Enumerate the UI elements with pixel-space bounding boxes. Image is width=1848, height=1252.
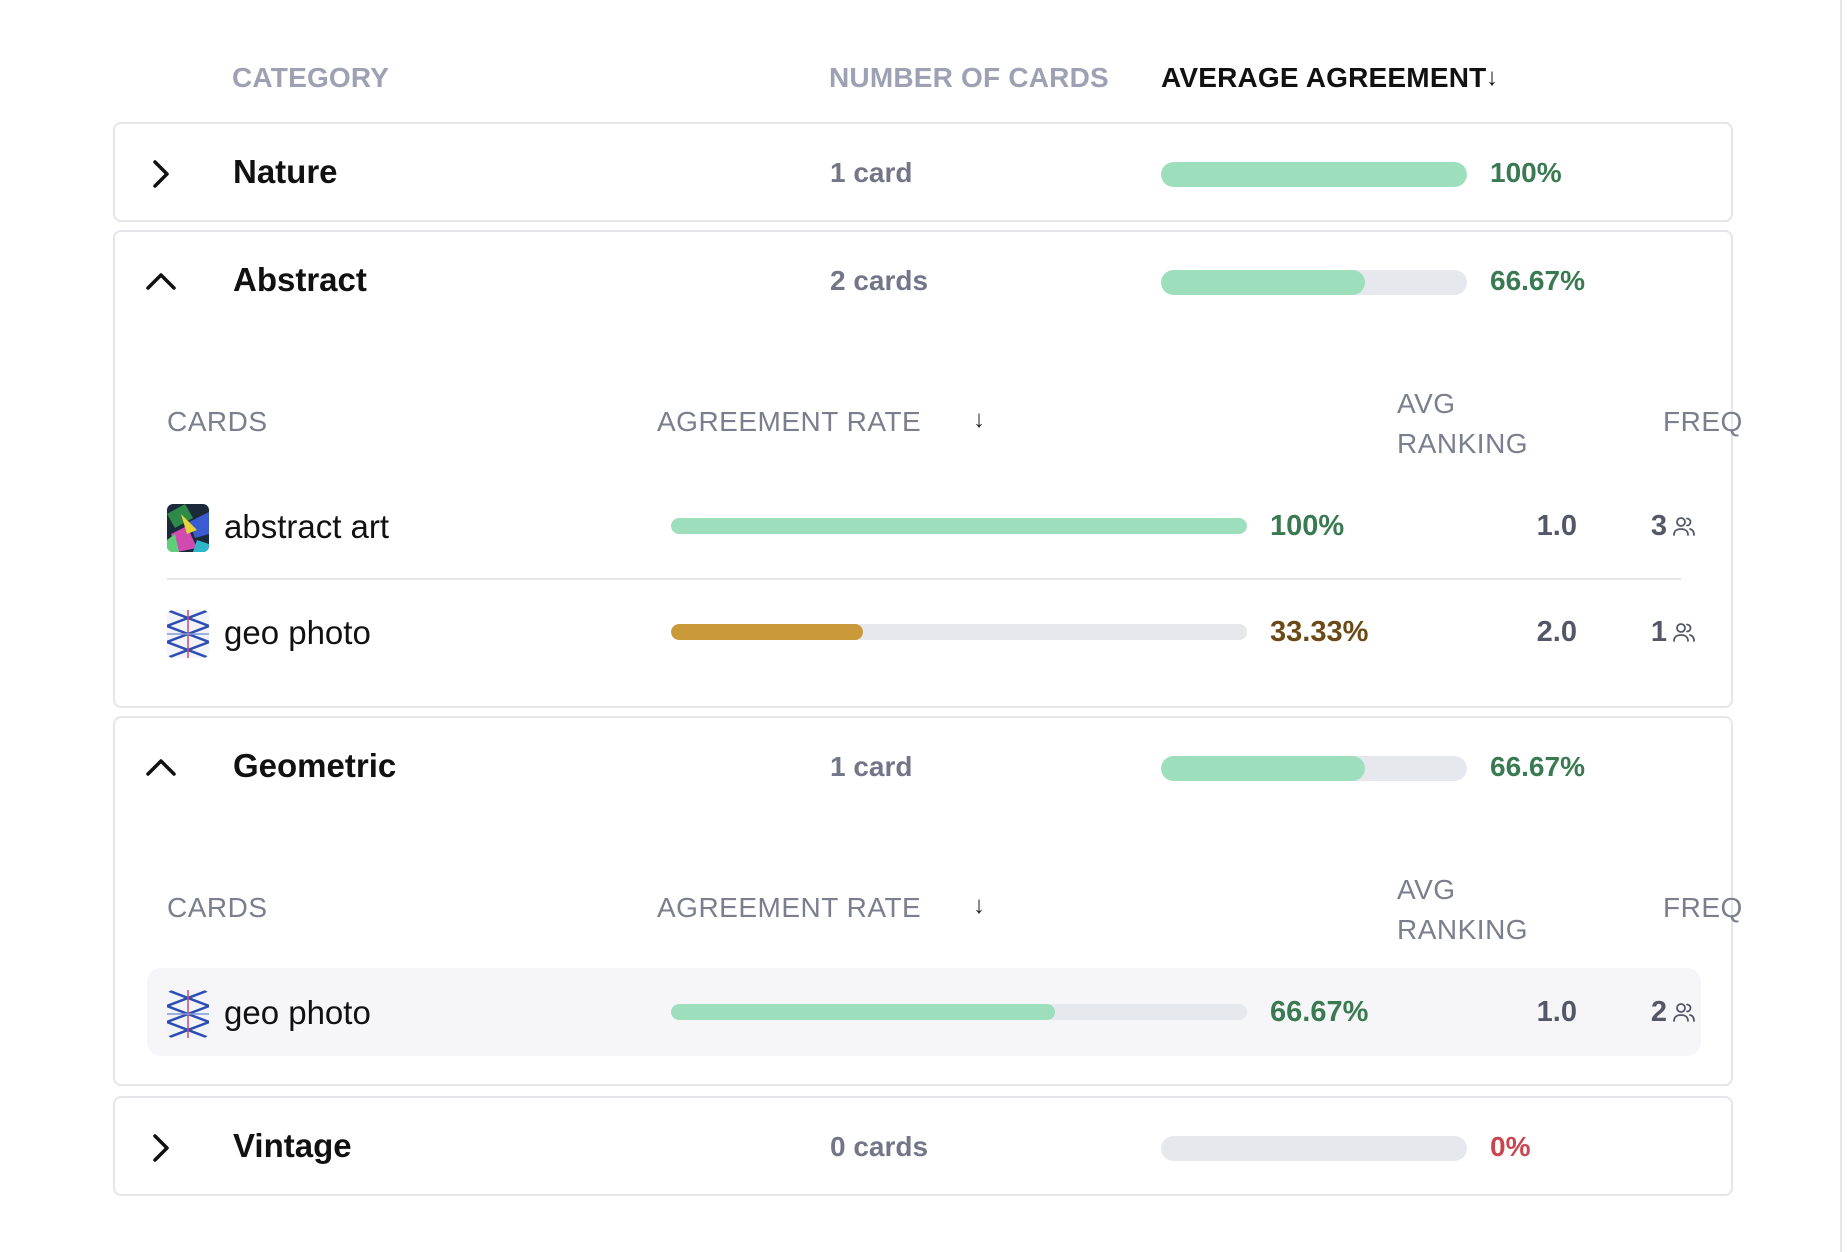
sort-descending-icon[interactable]: ↓ [1486, 64, 1499, 91]
cards-table-header: CARDS AGREEMENT RATE ↓ AVG RANKING FREQ [167, 870, 1742, 950]
bar-fill [671, 518, 1247, 534]
average-agreement-value: 66.67% [1490, 265, 1585, 296]
users-icon [1672, 1000, 1696, 1024]
agreement-rate-bar [671, 1004, 1247, 1020]
agreement-rate-value: 33.33% [1270, 616, 1369, 648]
average-agreement-bar [1161, 162, 1467, 187]
frequency-value: 1 [1650, 616, 1667, 648]
frequency-value: 2 [1650, 996, 1667, 1028]
category-name: Geometric [233, 747, 397, 784]
category-row-geometric[interactable]: Geometric 1 card 66.67% CARDS AGREEMENT … [113, 716, 1742, 1086]
column-header-number-of-cards[interactable]: NUMBER OF CARDS [829, 62, 1109, 93]
bar-fill [1161, 162, 1467, 187]
avg-ranking-value: 1.0 [1536, 510, 1577, 542]
avg-ranking-value: 1.0 [1536, 996, 1577, 1028]
category-row-vintage[interactable]: Vintage 0 cards 0% [113, 1096, 1733, 1196]
agreement-rate-value: 66.67% [1270, 996, 1369, 1028]
users-icon [1672, 514, 1696, 538]
avg-ranking-value: 2.0 [1536, 616, 1577, 648]
card-name: geo photo [224, 994, 371, 1031]
average-agreement-value: 100% [1490, 157, 1562, 188]
average-agreement-bar [1161, 270, 1467, 295]
users-icon [1672, 620, 1696, 644]
bar-fill [671, 624, 863, 640]
agreement-rate-bar [671, 518, 1247, 534]
bar-fill [1161, 756, 1365, 781]
sort-descending-icon[interactable]: ↓ [973, 892, 986, 919]
card-name: abstract art [224, 508, 390, 545]
category-name: Vintage [233, 1127, 352, 1164]
column-header-cards[interactable]: CARDS [167, 892, 268, 923]
category-row-nature[interactable]: Nature 1 card 100% [113, 122, 1733, 222]
card-count: 2 cards [830, 265, 929, 296]
average-agreement-bar [1161, 756, 1467, 781]
average-agreement-bar [1161, 1136, 1467, 1161]
row-divider [167, 578, 1681, 580]
column-header-agreement-rate[interactable]: AGREEMENT RATE [657, 406, 922, 437]
column-header-average-agreement[interactable]: AVERAGE AGREEMENT [1161, 62, 1487, 93]
average-agreement-value: 0% [1490, 1131, 1531, 1162]
bar-fill [671, 1004, 1056, 1020]
chevron-right-icon[interactable] [143, 1130, 179, 1166]
abstract-art-thumbnail [167, 504, 209, 552]
category-row-abstract[interactable]: Abstract 2 cards 66.67% CARDS AGREEMENT … [113, 230, 1742, 708]
chevron-up-icon[interactable] [143, 264, 179, 300]
average-agreement-value: 66.67% [1490, 751, 1585, 782]
table-header: CATEGORY NUMBER OF CARDS AVERAGE AGREEME… [113, 50, 1733, 106]
agreement-rate-bar [671, 624, 1247, 640]
geo-photo-thumbnail [167, 990, 209, 1038]
agreement-rate-value: 100% [1270, 510, 1345, 542]
card-name: geo photo [224, 614, 371, 651]
column-header-agreement-rate[interactable]: AGREEMENT RATE [657, 892, 922, 923]
card-row-abstract-art[interactable]: abstract art 100% 1.0 3 [147, 482, 1701, 570]
cards-table-header: CARDS AGREEMENT RATE ↓ AVG RANKING FREQ [167, 384, 1742, 464]
category-name: Abstract [233, 261, 367, 298]
window-edge [1840, 0, 1848, 1252]
column-header-freq[interactable]: FREQ [1663, 892, 1743, 923]
column-header-avg-ranking[interactable]: AVG RANKING [1397, 388, 1529, 459]
card-count: 0 cards [830, 1131, 929, 1162]
geo-photo-thumbnail [167, 610, 209, 658]
chevron-up-icon[interactable] [143, 750, 179, 786]
chevron-right-icon[interactable] [143, 156, 179, 192]
column-header-category[interactable]: CATEGORY [232, 62, 390, 93]
card-row-geo-photo[interactable]: geo photo 66.67% 1.0 2 [147, 968, 1701, 1056]
bar-fill [1161, 270, 1365, 295]
sort-descending-icon[interactable]: ↓ [973, 406, 986, 433]
column-header-cards[interactable]: CARDS [167, 406, 268, 437]
card-count: 1 card [830, 157, 913, 188]
category-name: Nature [233, 153, 338, 190]
card-count: 1 card [830, 751, 913, 782]
card-row-geo-photo[interactable]: geo photo 33.33% 2.0 1 [147, 588, 1701, 676]
frequency-value: 3 [1650, 510, 1667, 542]
column-header-freq[interactable]: FREQ [1663, 406, 1743, 437]
column-header-avg-ranking[interactable]: AVG RANKING [1397, 874, 1529, 945]
